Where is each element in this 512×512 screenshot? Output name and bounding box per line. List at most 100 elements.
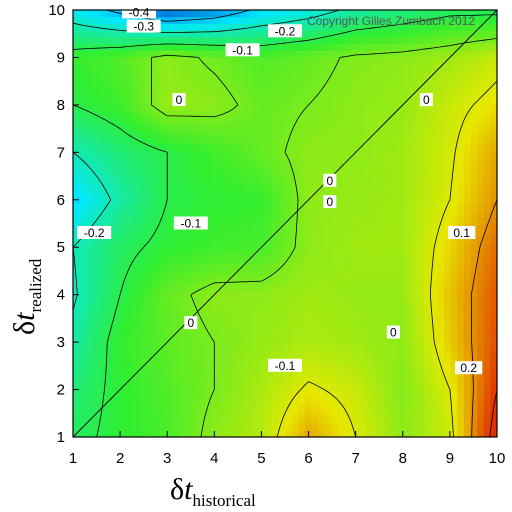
heat-cell [291, 10, 299, 18]
heat-cell [265, 216, 273, 225]
heat-cell [139, 63, 147, 71]
heat-cell [185, 50, 193, 58]
heat-cell [86, 143, 94, 151]
heat-cell [384, 136, 392, 145]
heat-cell [86, 323, 94, 331]
heat-cell [198, 96, 207, 104]
heat-cell [364, 390, 372, 398]
heat-cell [338, 283, 346, 291]
heat-cell [119, 350, 127, 358]
heat-cell [344, 316, 352, 325]
heat-cell [152, 243, 160, 251]
heat-cell [490, 323, 497, 331]
heat-cell [344, 336, 352, 345]
heat-cell [192, 250, 200, 258]
heat-cell [384, 416, 392, 425]
heat-cell [179, 370, 187, 378]
heat-cell [463, 83, 472, 91]
heat-cell [251, 123, 260, 131]
heat-cell [298, 216, 306, 225]
heat-cell [298, 36, 306, 44]
heat-cell [198, 196, 207, 205]
heat-cell [119, 316, 127, 325]
heat-cell [410, 83, 419, 91]
heat-cell [357, 103, 366, 111]
heat-cell [139, 143, 147, 151]
heat-cell [112, 396, 120, 405]
heat-cell [430, 236, 438, 245]
heat-cell [311, 70, 319, 78]
heat-cell [139, 430, 147, 437]
contour-label-bg [419, 93, 433, 107]
heat-cell [165, 430, 173, 437]
heat-cell [351, 30, 359, 38]
heat-cell [351, 76, 359, 84]
contour-label-text: 0 [326, 174, 333, 188]
heat-cell [404, 243, 412, 251]
heat-cell [450, 256, 458, 265]
heat-cell [477, 330, 485, 338]
heat-cell [278, 56, 286, 64]
heat-cell [318, 156, 326, 165]
heat-cell [397, 230, 405, 238]
heat-cell [271, 243, 279, 251]
heat-cell [179, 283, 187, 291]
heat-cell [92, 283, 101, 291]
heat-cell [304, 290, 313, 298]
heat-cell [232, 130, 240, 138]
heat-cell [324, 183, 332, 191]
heat-cell [232, 90, 240, 98]
heat-cell [351, 96, 359, 104]
heat-cell [165, 223, 173, 231]
heat-cell [119, 176, 127, 185]
heat-cell [397, 270, 405, 278]
heat-cell [424, 130, 432, 138]
contour-label: 0.1 [448, 226, 476, 240]
heat-cell [450, 116, 458, 125]
heat-cell [437, 290, 445, 298]
heat-cell [145, 416, 154, 425]
heat-cell [258, 30, 266, 38]
heat-cell [331, 370, 339, 378]
heat-cell [139, 343, 147, 351]
heat-cell [92, 50, 101, 58]
contour-line [73, 14, 497, 437]
heat-cell [477, 83, 485, 91]
heat-cell [258, 103, 266, 111]
heat-cell [245, 23, 253, 31]
heat-cell [430, 150, 438, 158]
heat-cell [205, 396, 213, 405]
heat-cell [357, 23, 366, 31]
heat-cell [490, 196, 497, 205]
heat-cell [397, 43, 405, 51]
heat-cell [86, 83, 94, 91]
heat-cell [444, 370, 452, 378]
heat-cell [338, 203, 346, 211]
heat-cell [371, 363, 379, 371]
heat-cell [152, 356, 160, 365]
heat-cell [444, 203, 452, 211]
heat-cell [344, 310, 352, 318]
heat-cell [410, 23, 419, 31]
heat-cell [437, 56, 445, 64]
heat-cell [430, 363, 438, 371]
heat-cell [106, 323, 114, 331]
heat-cell [152, 196, 160, 205]
heat-cell [324, 23, 332, 31]
heat-cell [92, 356, 101, 365]
heat-cell [271, 76, 279, 84]
heat-cell [311, 430, 319, 437]
heat-cell [357, 130, 366, 138]
heat-cell [86, 50, 94, 58]
heat-cell [119, 190, 127, 198]
heat-cell [404, 83, 412, 91]
heat-cell [251, 310, 260, 318]
heat-cell [278, 383, 286, 391]
heat-cell [232, 176, 240, 185]
heat-cell [132, 163, 140, 171]
heat-cell [311, 230, 319, 238]
heat-cell [351, 416, 359, 425]
heat-cell [444, 416, 452, 425]
contour-label: 0 [386, 325, 400, 340]
heat-cell [417, 303, 425, 311]
